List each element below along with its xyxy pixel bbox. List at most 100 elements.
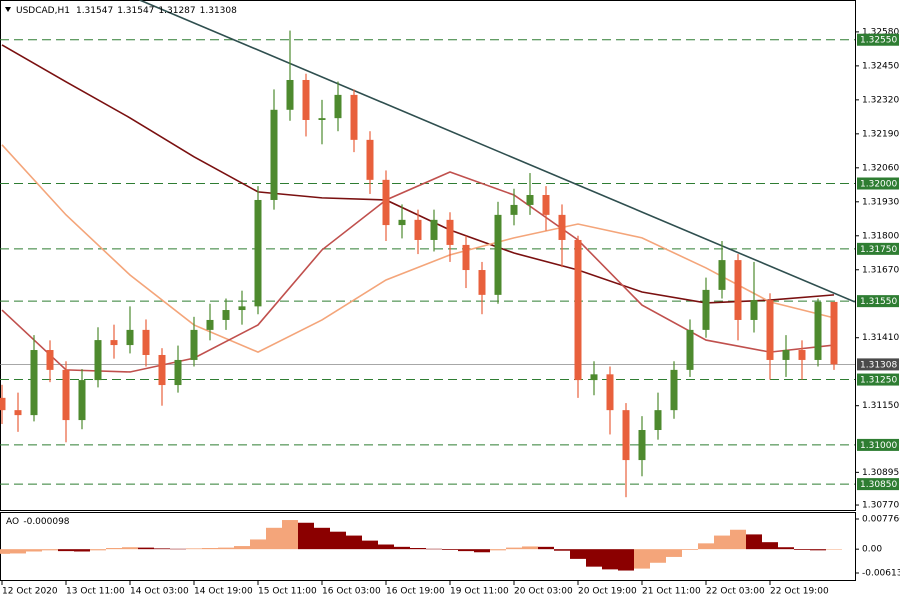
candle-body [190, 329, 198, 360]
y-tick-label: 1.32060 [862, 163, 899, 173]
indicator-bar [762, 542, 778, 550]
indicator-bar [458, 549, 474, 552]
level-tag [857, 478, 899, 491]
x-tick-label: 16 Oct 19:00 [386, 587, 445, 597]
indicator-bar [666, 549, 682, 557]
x-tick-label: 22 Oct 19:00 [770, 587, 829, 597]
indicator-plot [0, 520, 842, 571]
indicator-bar [74, 549, 90, 552]
x-tick-label: 13 Oct 11:00 [66, 587, 125, 597]
level-tag [857, 438, 899, 451]
menu-arrow[interactable] [5, 7, 11, 12]
candle-body [158, 354, 166, 386]
indicator-y-tick-label: 0.00 [862, 545, 882, 555]
candle-body [318, 118, 326, 120]
indicator-bar [282, 520, 298, 550]
indicator-bar [490, 549, 506, 551]
candle-body [606, 374, 614, 411]
level-label: 1.31250 [860, 376, 897, 386]
indicator-bar [138, 547, 154, 550]
indicator-bar [202, 548, 218, 550]
x-tick-label: 14 Oct 03:00 [130, 587, 189, 597]
candle-body [142, 329, 150, 355]
x-tick-label: 19 Oct 11:00 [450, 587, 509, 597]
candle-body [686, 329, 694, 370]
indicator-bar [682, 549, 698, 550]
candle-body [110, 340, 118, 346]
indicator-bar [218, 547, 234, 550]
indicator-bar [426, 548, 442, 550]
x-tick-label: 22 Oct 03:00 [706, 587, 765, 597]
candle-body [30, 350, 38, 416]
indicator-bar [698, 543, 714, 550]
candle-body [78, 380, 86, 421]
indicator-bar [538, 546, 554, 550]
candle-body [718, 260, 726, 290]
candle-body [302, 79, 310, 120]
indicator-bar [26, 549, 42, 552]
level-label: 1.32000 [860, 180, 897, 190]
trendline [139, 0, 855, 303]
candle-body [702, 289, 710, 330]
current-price-tag [857, 358, 899, 371]
main-panel [0, 0, 856, 511]
candle-body [382, 179, 390, 226]
y-tick-label: 1.31670 [862, 265, 899, 275]
indicator-bar [362, 540, 378, 550]
candle-body [622, 410, 630, 461]
symbol: USDCAD,H1 [16, 6, 70, 16]
candle-body [126, 329, 134, 346]
x-tick-label: 15 Oct 11:00 [258, 587, 317, 597]
candle-body [254, 199, 262, 307]
indicator-bar [266, 527, 282, 550]
candle-body [206, 319, 214, 330]
level-label: 1.30850 [860, 480, 897, 490]
candle-body [670, 369, 678, 411]
indicator-bar [90, 549, 106, 551]
indicator-title: AO [6, 517, 19, 527]
candle-body [574, 239, 582, 381]
candle-body [638, 430, 646, 461]
level-tag [857, 177, 899, 190]
candle-body [366, 139, 374, 180]
level-label: 1.32550 [860, 36, 897, 46]
candle-body [798, 350, 806, 360]
candle-body [558, 214, 566, 240]
indicator-bar [298, 522, 314, 550]
candle-body [414, 219, 422, 240]
indicator-bar [330, 531, 346, 550]
y-tick-label: 1.32190 [862, 129, 899, 139]
indicator-bar [234, 546, 250, 550]
y-tick-label: 1.31930 [862, 197, 899, 207]
last-close: 1.31308 [200, 6, 237, 16]
candle-body [46, 350, 54, 370]
indicator-bar [10, 549, 26, 554]
indicator-bar [634, 549, 650, 569]
candle-body [350, 94, 358, 140]
candle-body [222, 310, 230, 320]
indicator-bar [378, 544, 394, 550]
indicator-bar [570, 549, 586, 559]
level-tag [857, 242, 899, 255]
indicator-y-tick-label: -0.006133 [862, 568, 900, 578]
candle-body [270, 109, 278, 200]
indicator-bar [154, 548, 170, 550]
candle-body [510, 204, 518, 215]
x-tick-label: 14 Oct 19:00 [194, 587, 253, 597]
y-tick-label: 1.30895 [862, 468, 899, 478]
indicator-bar [810, 549, 826, 551]
candle-body [0, 397, 6, 411]
y-tick-label: 1.32450 [862, 61, 899, 71]
last-low: 1.31287 [158, 6, 195, 16]
x-tick-label: 16 Oct 03:00 [322, 587, 381, 597]
level-tag [857, 373, 899, 386]
candle-body [734, 260, 742, 320]
indicator-bar [474, 549, 490, 553]
level-label: 1.31750 [860, 245, 897, 255]
last-high: 1.31547 [117, 6, 154, 16]
indicator-bar [714, 535, 730, 550]
indicator-bar [122, 547, 138, 550]
candle-body [62, 369, 70, 421]
indicator-bar [0, 549, 10, 554]
